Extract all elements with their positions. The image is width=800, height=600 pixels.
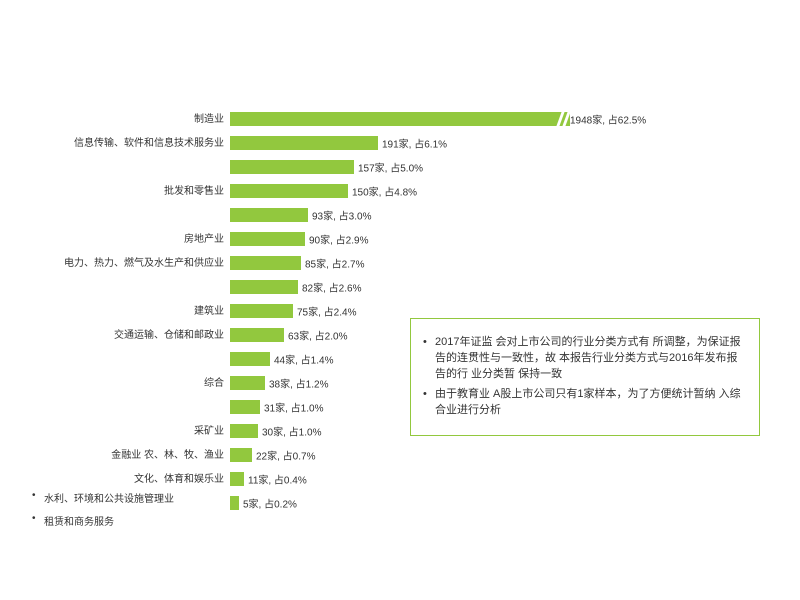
bar-fill: 150家, 占4.8% bbox=[230, 184, 348, 198]
bar-label: 文化、体育和娱乐业 bbox=[30, 474, 230, 485]
bar-fill: 22家, 占0.7% bbox=[230, 448, 252, 462]
bar-track: 82家, 占2.6% bbox=[230, 280, 770, 294]
bar-fill: 191家, 占6.1% bbox=[230, 136, 378, 150]
bar-fill: 44家, 占1.4% bbox=[230, 352, 270, 366]
bar-row: 批发和零售业150家, 占4.8% bbox=[30, 180, 770, 202]
bar-value: 1948家, 占62.5% bbox=[570, 112, 646, 127]
bar-label: 批发和零售业 bbox=[30, 186, 230, 197]
bar-value: 157家, 占5.0% bbox=[354, 160, 423, 175]
extra-category-item: 租赁和商务服务 bbox=[30, 513, 174, 528]
bar-label: 综合 bbox=[30, 378, 230, 389]
bar-fill: 90家, 占2.9% bbox=[230, 232, 305, 246]
bar-track: 90家, 占2.9% bbox=[230, 232, 770, 246]
bar-fill: 75家, 占2.4% bbox=[230, 304, 293, 318]
bar-fill: 11家, 占0.4% bbox=[230, 472, 244, 486]
bar-track: 22家, 占0.7% bbox=[230, 448, 770, 462]
bar-row: 157家, 占5.0% bbox=[30, 156, 770, 178]
note-list: 2017年证监 会对上市公司的行业分类方式有 所调整，为保证报告的连贯性与一致性… bbox=[423, 335, 747, 419]
bar-value: 30家, 占1.0% bbox=[258, 424, 321, 439]
bar-track: 75家, 占2.4% bbox=[230, 304, 770, 318]
bar-value: 82家, 占2.6% bbox=[298, 280, 361, 295]
bar-fill: 93家, 占3.0% bbox=[230, 208, 308, 222]
bar-fill: 82家, 占2.6% bbox=[230, 280, 298, 294]
bar-value: 85家, 占2.7% bbox=[301, 256, 364, 271]
bar-label: 制造业 bbox=[30, 114, 230, 125]
bar-value: 75家, 占2.4% bbox=[293, 304, 356, 319]
bar-value: 90家, 占2.9% bbox=[305, 232, 368, 247]
bar-track: 150家, 占4.8% bbox=[230, 184, 770, 198]
extra-categories: 水利、环境和公共设施管理业租赁和商务服务 bbox=[30, 490, 174, 536]
bar-value: 93家, 占3.0% bbox=[308, 208, 371, 223]
bar-row: 电力、热力、燃气及水生产和供应业85家, 占2.7% bbox=[30, 252, 770, 274]
bar-fill: 85家, 占2.7% bbox=[230, 256, 301, 270]
bar-label: 建筑业 bbox=[30, 306, 230, 317]
bar-label: 采矿业 bbox=[30, 426, 230, 437]
bar-label: 交通运输、仓储和邮政业 bbox=[30, 330, 230, 341]
bar-row: 金融业 农、林、牧、渔业22家, 占0.7% bbox=[30, 444, 770, 466]
bar-fill: 63家, 占2.0% bbox=[230, 328, 284, 342]
note-item: 2017年证监 会对上市公司的行业分类方式有 所调整，为保证报告的连贯性与一致性… bbox=[423, 335, 747, 383]
bar-value: 11家, 占0.4% bbox=[244, 472, 307, 487]
bar-value: 22家, 占0.7% bbox=[252, 448, 315, 463]
bar-value: 38家, 占1.2% bbox=[265, 376, 328, 391]
bar-fill: 157家, 占5.0% bbox=[230, 160, 354, 174]
bar-label: 房地产业 bbox=[30, 234, 230, 245]
industry-bar-chart: 制造业1948家, 占62.5%信息传输、软件和信息技术服务业191家, 占6.… bbox=[30, 108, 770, 516]
bar-row: 93家, 占3.0% bbox=[30, 204, 770, 226]
bar-row: 82家, 占2.6% bbox=[30, 276, 770, 298]
bar-row: 信息传输、软件和信息技术服务业191家, 占6.1% bbox=[30, 132, 770, 154]
bar-value: 191家, 占6.1% bbox=[378, 136, 447, 151]
bar-fill: 38家, 占1.2% bbox=[230, 376, 265, 390]
bar-value: 150家, 占4.8% bbox=[348, 184, 417, 199]
bar-track: 11家, 占0.4% bbox=[230, 472, 770, 486]
bar-track: 85家, 占2.7% bbox=[230, 256, 770, 270]
bar-value: 5家, 占0.2% bbox=[239, 496, 297, 511]
note-box: 2017年证监 会对上市公司的行业分类方式有 所调整，为保证报告的连贯性与一致性… bbox=[410, 318, 760, 436]
bar-value: 63家, 占2.0% bbox=[284, 328, 347, 343]
bar-fill: 1948家, 占62.5% bbox=[230, 112, 570, 126]
bar-row: 房地产业90家, 占2.9% bbox=[30, 228, 770, 250]
bar-fill: 30家, 占1.0% bbox=[230, 424, 258, 438]
bar-track: 191家, 占6.1% bbox=[230, 136, 770, 150]
bar-label: 信息传输、软件和信息技术服务业 bbox=[30, 138, 230, 149]
bar-row: 文化、体育和娱乐业11家, 占0.4% bbox=[30, 468, 770, 490]
bar-track: 5家, 占0.2% bbox=[230, 496, 770, 510]
bar-row: 制造业1948家, 占62.5% bbox=[30, 108, 770, 130]
bar-label: 金融业 农、林、牧、渔业 bbox=[30, 450, 230, 461]
bar-label: 电力、热力、燃气及水生产和供应业 bbox=[30, 258, 230, 269]
bar-value: 31家, 占1.0% bbox=[260, 400, 323, 415]
bar-track: 1948家, 占62.5% bbox=[230, 112, 770, 126]
bar-fill: 31家, 占1.0% bbox=[230, 400, 260, 414]
bar-track: 157家, 占5.0% bbox=[230, 160, 770, 174]
bar-fill: 5家, 占0.2% bbox=[230, 496, 239, 510]
note-item: 由于教育业 A股上市公司只有1家样本，为了方便统计暂纳 入综合业进行分析 bbox=[423, 387, 747, 419]
bar-value: 44家, 占1.4% bbox=[270, 352, 333, 367]
extra-category-item: 水利、环境和公共设施管理业 bbox=[30, 490, 174, 505]
bar-track: 93家, 占3.0% bbox=[230, 208, 770, 222]
